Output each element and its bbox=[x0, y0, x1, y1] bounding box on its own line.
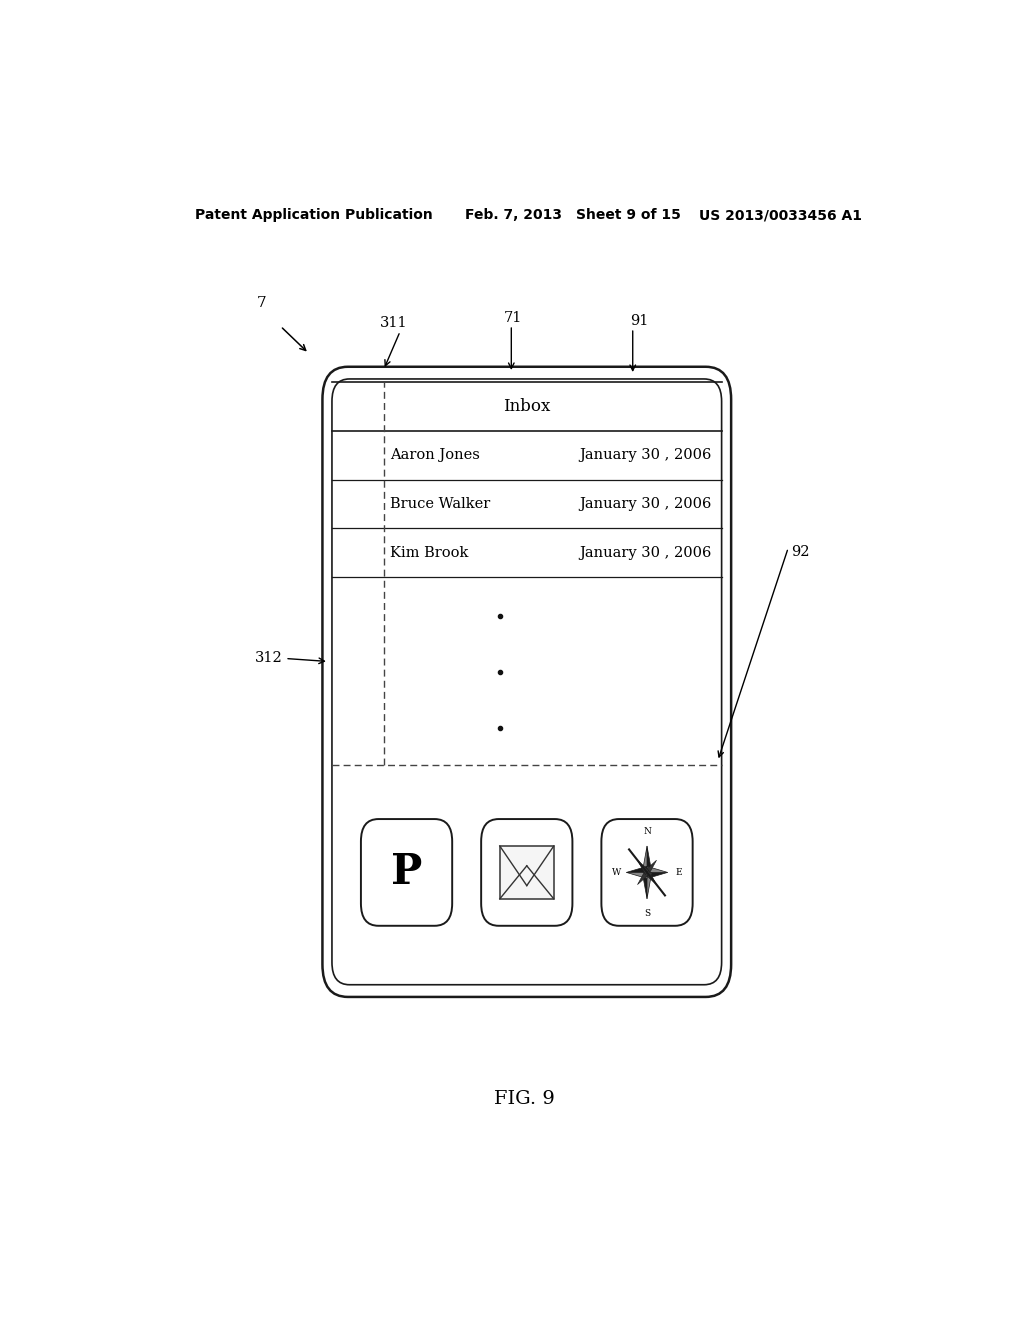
Polygon shape bbox=[638, 861, 648, 875]
Text: P: P bbox=[391, 851, 422, 894]
Text: Feb. 7, 2013: Feb. 7, 2013 bbox=[465, 209, 562, 222]
Text: Inbox: Inbox bbox=[503, 397, 551, 414]
FancyBboxPatch shape bbox=[481, 818, 572, 925]
Polygon shape bbox=[627, 866, 647, 873]
Polygon shape bbox=[642, 873, 647, 899]
FancyBboxPatch shape bbox=[601, 818, 692, 925]
FancyBboxPatch shape bbox=[323, 367, 731, 997]
FancyBboxPatch shape bbox=[360, 818, 453, 925]
Polygon shape bbox=[627, 873, 647, 879]
Polygon shape bbox=[647, 866, 668, 873]
Text: 311: 311 bbox=[380, 315, 408, 330]
FancyBboxPatch shape bbox=[332, 379, 722, 985]
Text: US 2013/0033456 A1: US 2013/0033456 A1 bbox=[699, 209, 862, 222]
Text: January 30 , 2006: January 30 , 2006 bbox=[580, 545, 712, 560]
Text: 91: 91 bbox=[630, 314, 648, 329]
Text: 312: 312 bbox=[255, 652, 283, 665]
Text: Bruce Walker: Bruce Walker bbox=[390, 496, 490, 511]
Text: S: S bbox=[644, 909, 650, 917]
Text: E: E bbox=[676, 869, 682, 876]
Bar bbox=[500, 846, 554, 899]
Text: Sheet 9 of 15: Sheet 9 of 15 bbox=[577, 209, 681, 222]
Text: 92: 92 bbox=[791, 545, 809, 558]
Text: Aaron Jones: Aaron Jones bbox=[390, 449, 480, 462]
Text: Kim Brook: Kim Brook bbox=[390, 545, 468, 560]
Polygon shape bbox=[642, 846, 647, 873]
Polygon shape bbox=[645, 870, 656, 884]
Text: January 30 , 2006: January 30 , 2006 bbox=[580, 496, 712, 511]
Text: FIG. 9: FIG. 9 bbox=[495, 1089, 555, 1107]
Text: 71: 71 bbox=[504, 312, 522, 325]
Text: 7: 7 bbox=[257, 296, 266, 310]
Polygon shape bbox=[647, 846, 652, 873]
Polygon shape bbox=[645, 861, 656, 875]
Text: Patent Application Publication: Patent Application Publication bbox=[196, 209, 433, 222]
Polygon shape bbox=[638, 870, 648, 884]
Polygon shape bbox=[647, 873, 652, 899]
Text: January 30 , 2006: January 30 , 2006 bbox=[580, 449, 712, 462]
Text: N: N bbox=[643, 826, 651, 836]
Polygon shape bbox=[647, 873, 668, 879]
Text: W: W bbox=[611, 869, 621, 876]
